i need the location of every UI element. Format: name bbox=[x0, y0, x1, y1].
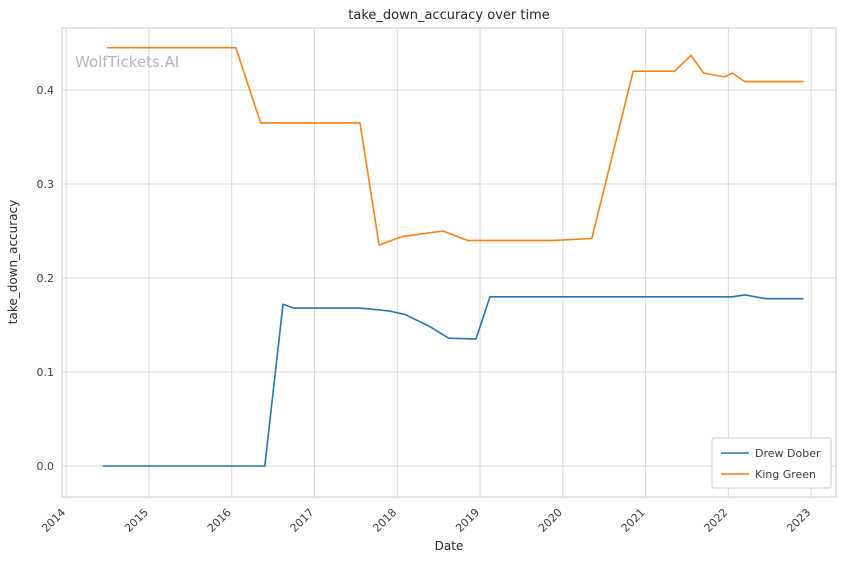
y-axis-tick-labels: 0.0 0.1 0.2 0.3 0.4 bbox=[37, 84, 55, 473]
x-tick-label: 2023 bbox=[784, 506, 813, 535]
chart-title: take_down_accuracy over time bbox=[348, 8, 549, 23]
x-tick-label: 2020 bbox=[536, 506, 565, 535]
x-tick-label: 2014 bbox=[39, 506, 68, 535]
x-axis-tick-labels: 2014 2015 2016 2017 2018 2019 2020 2021 2022 2023 bbox=[39, 506, 813, 535]
y-axis-label: take_down_accuracy bbox=[6, 200, 20, 324]
series-line-drew-dober bbox=[102, 294, 804, 467]
series-line-king-green bbox=[106, 46, 804, 246]
x-tick-label: 2021 bbox=[619, 506, 648, 535]
grid-lines bbox=[62, 28, 836, 497]
legend-label-king-green: King Green bbox=[755, 468, 816, 481]
y-tick-label: 0.3 bbox=[37, 178, 55, 191]
x-tick-label: 2019 bbox=[453, 506, 482, 535]
x-tick-label: 2015 bbox=[122, 506, 151, 535]
watermark: WolfTickets.AI bbox=[75, 53, 179, 71]
x-tick-label: 2018 bbox=[370, 506, 399, 535]
legend: Drew Dober King Green bbox=[711, 437, 832, 489]
y-tick-label: 0.1 bbox=[37, 366, 55, 379]
data-series bbox=[102, 46, 804, 467]
legend-box bbox=[711, 437, 832, 489]
y-tick-label: 0.2 bbox=[37, 272, 55, 285]
y-tick-label: 0.4 bbox=[37, 84, 55, 97]
x-axis-label: Date bbox=[435, 539, 464, 553]
y-tick-label: 0.0 bbox=[37, 460, 55, 473]
x-tick-label: 2022 bbox=[702, 506, 731, 535]
x-tick-label: 2017 bbox=[288, 506, 317, 535]
plot-border bbox=[61, 27, 837, 498]
legend-label-drew-dober: Drew Dober bbox=[755, 447, 821, 460]
x-tick-label: 2016 bbox=[205, 506, 234, 535]
